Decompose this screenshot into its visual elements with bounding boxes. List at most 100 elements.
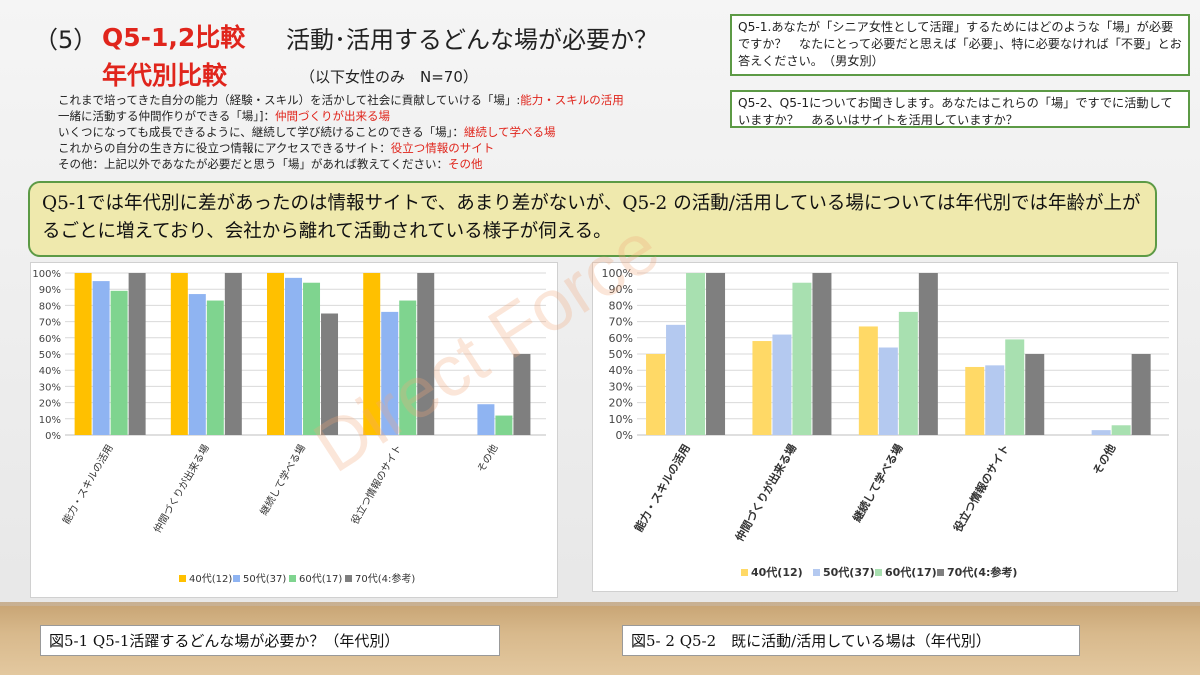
y-tick-label: 80% xyxy=(609,299,633,312)
legend-swatch xyxy=(289,575,296,582)
y-tick-label: 70% xyxy=(39,318,61,329)
bar xyxy=(170,273,188,435)
question-box-q5-2: Q5-2、Q5-1についてお聞きします。あなたはこれらの「場」ですでに活動してい… xyxy=(730,90,1190,128)
category-label: 仲間づくりが出来る場 xyxy=(732,442,799,544)
legend-swatch xyxy=(741,569,748,576)
bar xyxy=(646,354,666,435)
legend-swatch xyxy=(937,569,944,576)
y-tick-label: 40% xyxy=(609,364,633,377)
bar xyxy=(110,290,128,435)
legend-label: 60代(17) xyxy=(299,573,342,585)
category-label: その他 xyxy=(1090,442,1119,478)
legend-swatch xyxy=(179,575,186,582)
legend-label: 70代(4:参考) xyxy=(355,572,415,585)
bar xyxy=(686,273,706,435)
y-tick-label: 80% xyxy=(39,301,61,312)
category-label: 継続して学べる場 xyxy=(257,442,308,518)
bar xyxy=(495,415,513,435)
bar xyxy=(206,300,224,435)
bar xyxy=(1005,339,1025,435)
bar xyxy=(321,313,339,435)
y-tick-label: 0% xyxy=(45,431,61,442)
definition-line: これからの自分の生き方に役立つ情報にアクセスできるサイト：役立つ情報のサイト xyxy=(58,141,495,155)
bar xyxy=(1025,354,1045,435)
bar xyxy=(303,282,321,435)
y-tick-label: 100% xyxy=(602,267,633,280)
legend-swatch xyxy=(345,575,352,582)
y-tick-label: 100% xyxy=(32,269,61,280)
bar xyxy=(918,273,938,435)
legend-label: 60代(17) xyxy=(885,565,937,579)
caption-left: 図5-1 Q5-1活躍するどんな場が必要か？（年代別） xyxy=(40,625,500,656)
category-label: 仲間づくりが出来る場 xyxy=(151,442,212,535)
y-tick-label: 30% xyxy=(39,382,61,393)
definition-line: 一緒に活動する仲間作りができる「場」]：仲間づくりが出来る場 xyxy=(58,109,391,123)
y-tick-label: 30% xyxy=(609,380,633,393)
bar xyxy=(812,273,832,435)
bar xyxy=(128,273,146,435)
category-label: 役立つ情報のサイト xyxy=(950,442,1012,536)
title-red-second: 年代別比較 xyxy=(102,61,228,90)
y-tick-label: 20% xyxy=(609,397,633,410)
y-tick-label: 70% xyxy=(609,316,633,329)
bar xyxy=(858,326,878,435)
definition-line: その他：上記以外であなたが必要だと思う「場」があれば教えてください：その他 xyxy=(58,157,483,171)
question-box-q5-1: Q5-1.あなたが「シニア女性として活躍」するためにはどのような「場」が必要です… xyxy=(730,14,1190,76)
bar xyxy=(1111,425,1131,435)
bar xyxy=(1131,354,1151,435)
chart-left: 0% 10% 20% 30% 40% 50% 60% 70% 80% 90% 100% 能力・スキルの… xyxy=(32,269,546,585)
y-tick-label: 10% xyxy=(609,413,633,426)
bar xyxy=(267,273,285,435)
bar xyxy=(417,273,435,435)
bar xyxy=(74,273,92,435)
category-label: 役立つ情報のサイト xyxy=(348,442,404,526)
bar xyxy=(1091,430,1111,435)
bar xyxy=(792,282,812,435)
bar xyxy=(706,273,726,435)
bar xyxy=(878,347,898,435)
definitions: これまで培ってきた自分の能力（経験・スキル）を活かして社会に貢献していける「場」… xyxy=(58,92,624,172)
y-tick-label: 50% xyxy=(609,348,633,361)
bar xyxy=(898,311,918,435)
bar xyxy=(513,354,531,435)
bar xyxy=(666,324,686,435)
chart-left-box: 0% 10% 20% 30% 40% 50% 60% 70% 80% 90% 100% 能力・スキルの… xyxy=(30,262,558,598)
legend-swatch xyxy=(233,575,240,582)
legend-label: 50代(37) xyxy=(823,565,875,579)
legend-label: 40代(12) xyxy=(189,573,232,585)
bar xyxy=(965,366,985,435)
y-tick-label: 20% xyxy=(39,399,61,410)
y-tick-label: 40% xyxy=(39,366,61,377)
bar xyxy=(985,365,1005,435)
y-tick-label: 60% xyxy=(39,334,61,345)
legend-label: 70代(4:参考) xyxy=(947,565,1017,579)
category-label: 継続して学べる場 xyxy=(850,442,906,525)
chart-right-box: 0% 10% 20% 30% 40% 50% 60% 70% 80% 90% 100% 能力・スキルの… xyxy=(592,262,1178,592)
legend-swatch xyxy=(875,569,882,576)
y-tick-label: 90% xyxy=(39,285,61,296)
bar xyxy=(772,334,792,435)
legend-label: 50代(37) xyxy=(243,573,286,585)
definition-line: いくつになっても成長できるように、継続して学び続けることのできる「場」：継続して… xyxy=(58,125,556,139)
caption-right: 図5- 2 Q5-2 既に活動/活用している場は（年代別） xyxy=(622,625,1080,656)
y-tick-label: 0% xyxy=(616,429,633,442)
y-tick-label: 10% xyxy=(39,415,61,426)
title-rest: 活動･活用するどんな場が必要か？ xyxy=(286,26,658,54)
bar xyxy=(381,311,399,435)
bar xyxy=(224,273,242,435)
bar xyxy=(92,281,110,435)
bar xyxy=(285,277,303,435)
summary-box: Q5-1では年代別に差があったのは情報サイトで、あまり差がないが、Q5-2 の活… xyxy=(28,181,1157,257)
chart-right: 0% 10% 20% 30% 40% 50% 60% 70% 80% 90% 100% 能力・スキルの… xyxy=(602,267,1169,579)
bar xyxy=(752,341,772,435)
legend-label: 40代(12) xyxy=(751,565,803,579)
y-tick-label: 50% xyxy=(39,350,61,361)
category-label: 能力・スキルの活用 xyxy=(59,442,115,526)
category-label: 能力・スキルの活用 xyxy=(631,442,693,535)
title-number: （5） xyxy=(34,26,98,54)
y-tick-label: 60% xyxy=(609,332,633,345)
y-tick-label: 90% xyxy=(609,283,633,296)
subtitle: （以下女性のみ N=70） xyxy=(300,68,478,86)
bar xyxy=(363,273,381,435)
